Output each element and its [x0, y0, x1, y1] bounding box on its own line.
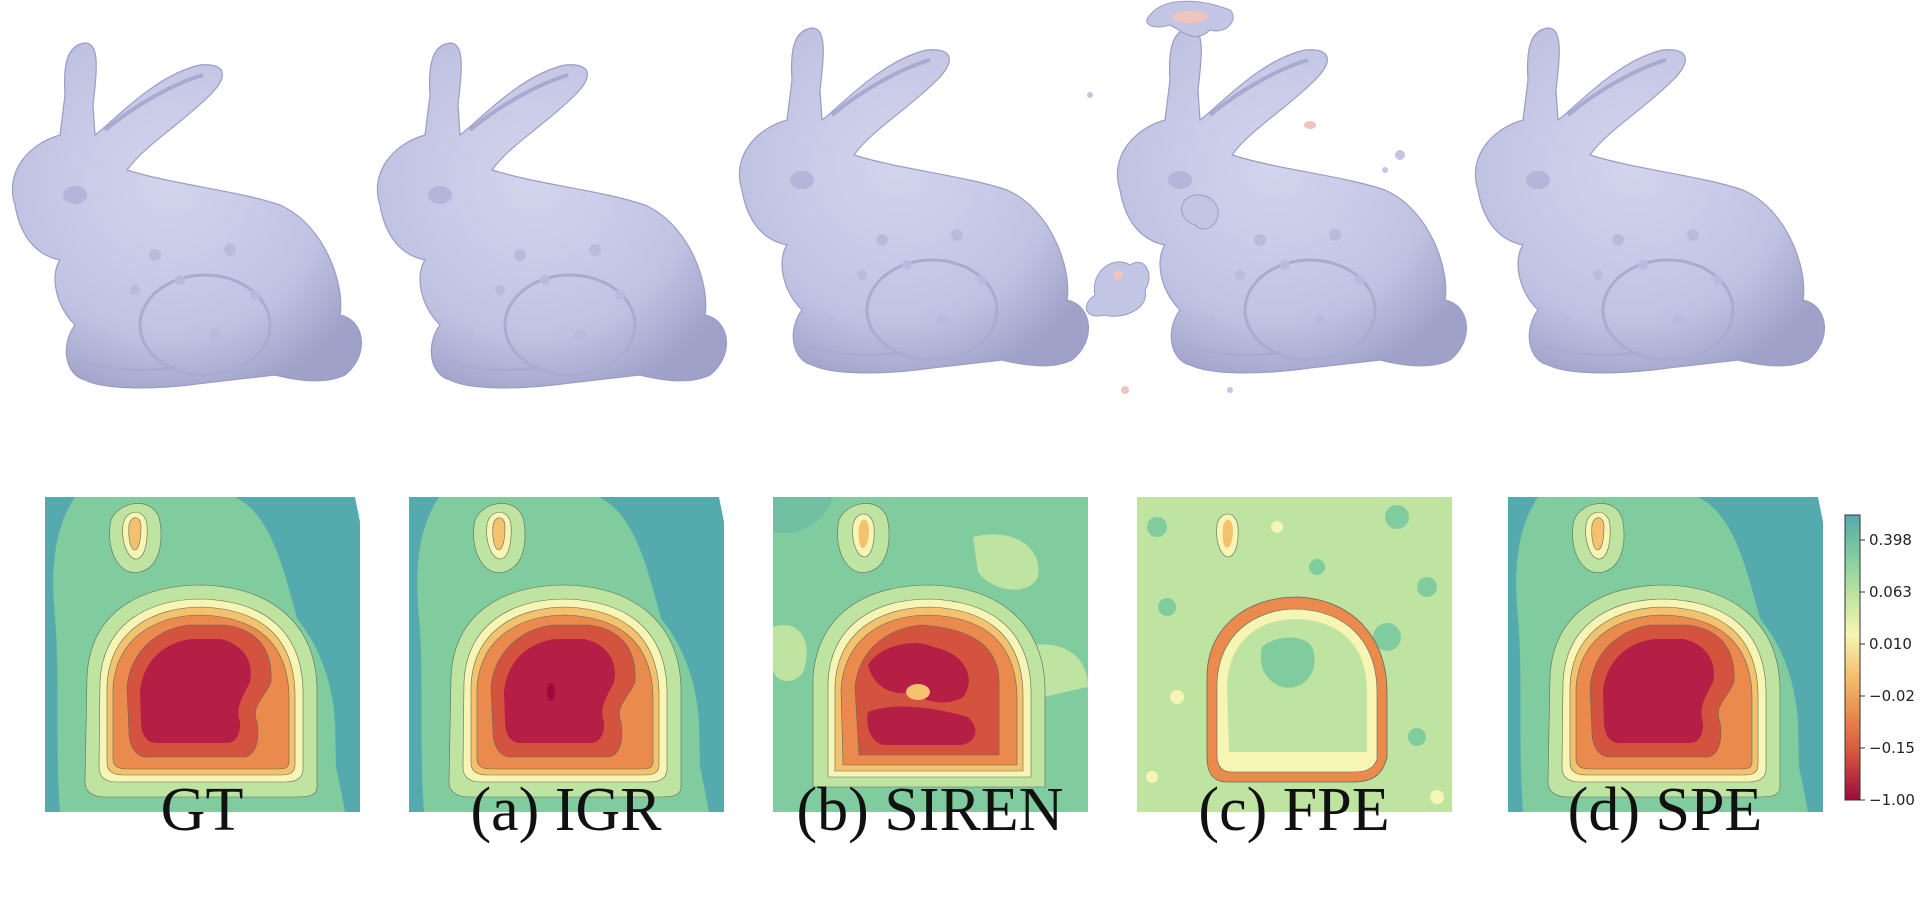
caption-igr-prefix: (a)	[470, 776, 540, 844]
caption-fpe: (c) FPE	[1134, 775, 1454, 846]
caption-igr-label: IGR	[554, 776, 662, 844]
mesh-fpe	[1085, 0, 1469, 394]
colorbar-tick-label: 0.063	[1869, 583, 1912, 601]
caption-spe: (d) SPE	[1505, 775, 1825, 846]
colorbar: 0.398 0.063 0.010 −0.02 −0.15 −1.00	[1844, 514, 1915, 809]
caption-gt: GT	[42, 775, 362, 846]
caption-siren-prefix: (b)	[796, 776, 869, 844]
caption-gt-label: GT	[160, 776, 244, 844]
sdf-slice-igr	[408, 496, 725, 813]
mesh-gt	[10, 41, 364, 390]
caption-spe-prefix: (d)	[1567, 776, 1640, 844]
colorbar-tick-label: −0.15	[1869, 739, 1915, 757]
sdf-slice-siren	[773, 497, 1088, 812]
mesh-igr	[375, 41, 729, 390]
colorbar-tick-label: 0.398	[1869, 531, 1912, 549]
mesh-spe	[1473, 26, 1827, 375]
colorbar-tick-label: −1.00	[1869, 791, 1915, 809]
sdf-slice-gt	[44, 496, 361, 813]
caption-siren-label: SIREN	[884, 776, 1064, 844]
caption-fpe-prefix: (c)	[1198, 776, 1268, 844]
caption-igr: (a) IGR	[406, 775, 726, 846]
sdf-slice-fpe	[1137, 497, 1452, 812]
caption-siren: (b) SIREN	[770, 775, 1090, 846]
sdf-slice-spe	[1507, 496, 1824, 813]
caption-spe-label: SPE	[1655, 776, 1763, 844]
mesh-siren	[737, 26, 1091, 375]
colorbar-gradient	[1844, 514, 1861, 801]
colorbar-tick-label: 0.010	[1869, 635, 1912, 653]
caption-fpe-label: FPE	[1282, 776, 1390, 844]
colorbar-tick-label: −0.02	[1869, 687, 1915, 705]
